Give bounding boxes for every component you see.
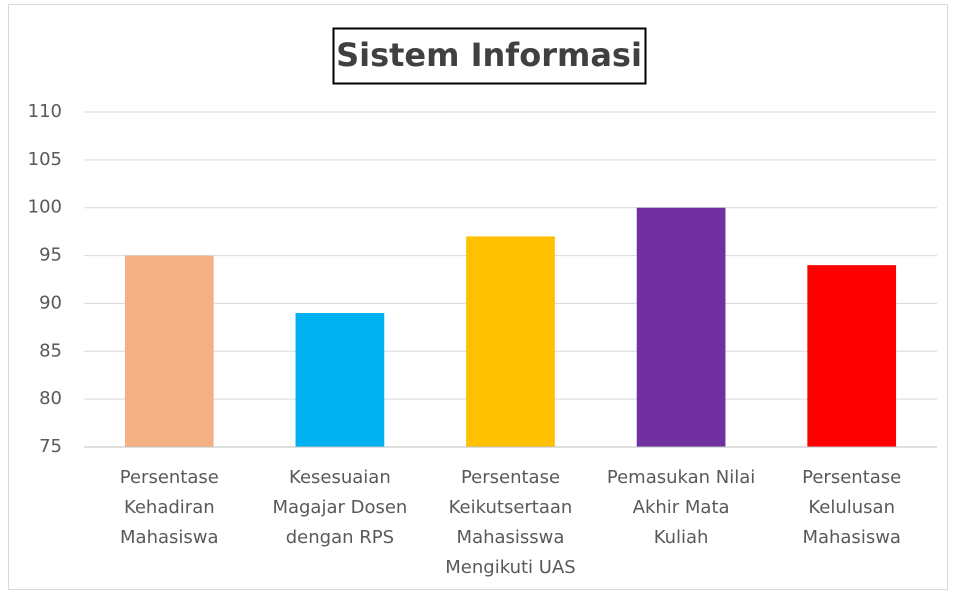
bar (807, 265, 897, 447)
x-tick-label: Kehadiran (124, 497, 215, 518)
y-tick-label: 100 (28, 197, 62, 218)
x-tick-label: Kuliah (654, 527, 709, 548)
x-tick-label: dengan RPS (286, 527, 394, 548)
y-tick-label: 85 (39, 340, 62, 361)
x-tick-label: Persentase (802, 467, 901, 488)
x-tick-label: Kesesuaian (289, 467, 391, 488)
y-tick-label: 110 (28, 101, 62, 122)
bar (295, 313, 385, 447)
title-box (332, 27, 647, 85)
x-tick-label: Mengikuti UAS (445, 557, 575, 578)
x-tick-label: Pemasukan Nilai (607, 467, 755, 488)
y-tick-label: 95 (39, 245, 62, 266)
bar (466, 236, 555, 447)
bar (124, 255, 214, 447)
x-tick-label: Mahasisswa (457, 527, 565, 548)
y-tick-label: 80 (39, 388, 62, 409)
x-tick-label: Kelulusan (808, 497, 895, 518)
x-tick-label: Keikutsertaan (449, 497, 573, 518)
x-tick-label: Akhir Mata (633, 497, 730, 518)
x-tick-label: Mahasiswa (120, 527, 219, 548)
x-tick-label: Mahasiswa (802, 527, 901, 548)
x-tick-label: Magajar Dosen (272, 497, 407, 518)
chart-title: Sistem Informasi (336, 36, 642, 74)
bar (636, 207, 726, 447)
x-tick-label: Persentase (120, 467, 219, 488)
y-tick-label: 105 (28, 149, 62, 170)
x-tick-label: Persentase (461, 467, 560, 488)
y-tick-label: 90 (39, 292, 62, 313)
y-tick-label: 75 (39, 436, 62, 457)
